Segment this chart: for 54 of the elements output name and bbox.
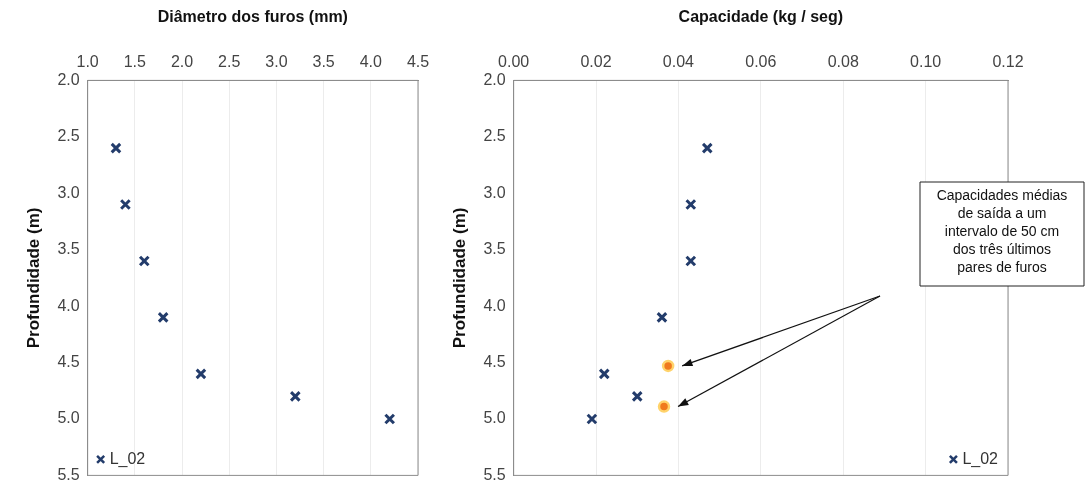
point [656,311,668,324]
y-tick-label: 5.5 [483,465,506,483]
y-axis-title: Profundidade (m) [449,207,469,349]
point [195,368,207,380]
y-tick-label: 5.0 [57,409,80,427]
y-tick-label: 2.0 [57,70,80,88]
point [701,142,714,154]
y-tick-label: 5.5 [57,465,80,483]
x-tick-label: 0.02 [580,53,612,71]
y-tick-label: 4.5 [57,352,80,370]
point [631,390,643,403]
point [383,413,396,425]
x-tick-label: 4.5 [406,53,430,71]
y-tick-label: 3.0 [483,183,506,201]
point [110,142,122,154]
y-tick-label: 3.0 [57,183,80,201]
x-tick-label: 2.5 [218,53,241,71]
y-tick-label: 4.5 [483,352,506,370]
y-tick-label: 4.0 [483,296,506,314]
y-tick-label: 5.0 [483,409,506,427]
x-tick-label: 0.12 [992,53,1024,71]
x-tick-label: 3.0 [265,53,288,71]
legend-label: L_02 [109,449,146,468]
point [138,255,151,267]
point [119,198,132,211]
x-tick-label: 1.0 [76,53,99,71]
x-tick-label: 4.0 [359,53,383,71]
annotation: Capacidades médias de saída a um intervalo de 50 cm dos três últimos pares de furos [936,186,1068,275]
point [685,198,697,211]
point [657,400,671,413]
y-tick-label: 4.0 [57,296,80,314]
y-tick-label: 2.5 [483,127,506,145]
x-tick-label: 1.5 [123,53,147,71]
x-tick-label: 0.10 [910,53,942,71]
x-tick-label: 0.00 [498,53,530,71]
legend-label: L_02 [962,449,999,468]
y-tick-label: 2.0 [483,70,506,88]
x-tick-label: 0.08 [827,53,859,71]
y-axis-title: Profundidade (m) [23,207,43,349]
point [598,368,611,380]
y-tick-label: 3.5 [57,240,80,258]
x-tick-label: 0.06 [745,53,777,71]
x-axis-title: Diâmetro dos furos (mm) [157,8,348,26]
point [586,413,598,425]
point [157,311,169,324]
x-tick-label: 3.5 [312,53,335,71]
point [661,359,675,373]
x-tick-label: 2.0 [170,53,194,71]
x-tick-label: 0.04 [662,53,695,71]
y-tick-label: 2.5 [57,127,80,145]
x-axis-title: Capacidade (kg / seg) [678,8,844,26]
point [685,255,697,267]
point [289,390,302,403]
y-tick-label: 3.5 [483,240,506,258]
